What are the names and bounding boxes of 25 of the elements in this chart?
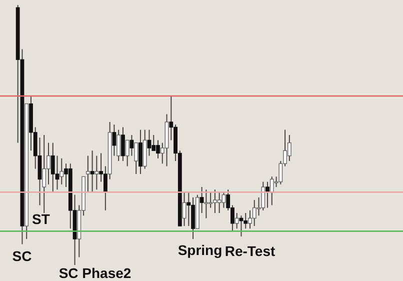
candlestick [55,155,60,190]
candlestick [287,134,292,162]
candlestick [103,166,108,211]
candlestick [186,192,191,226]
candlestick [147,129,152,156]
candlestick [138,129,142,174]
candlestick [270,176,274,206]
candlestick [200,186,204,214]
candlestick [252,200,256,226]
candlestick [204,189,208,219]
candlestick [60,158,64,185]
candlestick [90,150,94,193]
candlestick [94,155,99,190]
candlestick [142,129,147,170]
candlestick [164,114,169,167]
annotation: Re-Test [224,243,276,259]
annotation: Spring [178,242,222,258]
candlestick [42,134,46,214]
candlestick [130,134,134,156]
candlestick [86,155,90,193]
candlestick [121,126,125,162]
annotation: ST [32,211,50,227]
candlestick [50,142,55,193]
annotation: SC Phase2 [58,265,132,281]
annotation: SC [12,248,32,264]
